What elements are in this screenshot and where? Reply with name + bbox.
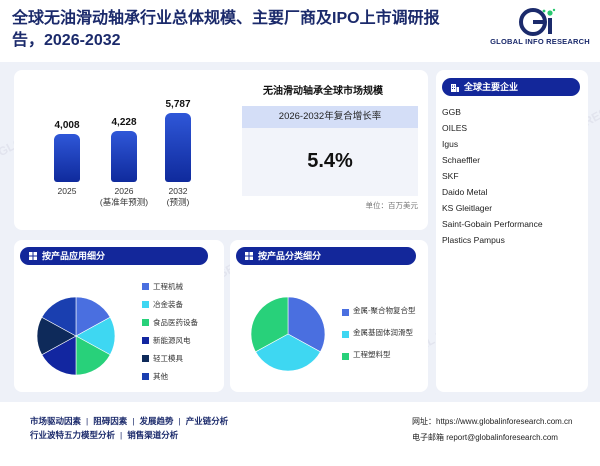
building-icon [451,84,459,92]
company-item: SKF [442,171,459,181]
pie-slice-0 [287,296,326,353]
company-logo: GLOBAL INFO RESEARCH [486,8,594,48]
product-type-legend: 金属-聚合物复合型 金属基固体润滑型 工程塑料型 [342,306,424,386]
footer-link[interactable]: 行业波特五力模型分析 [30,430,116,440]
bar-0 [54,133,80,182]
legend-label: 金属基固体润滑型 [353,328,413,337]
application-pie-chart [36,296,116,376]
legend-label: 工程塑料型 [353,350,391,359]
unit-label: 单位：百万美元 [365,201,419,210]
pie-slice-2 [250,296,289,353]
email-link[interactable]: 电子邮箱 report@globalinforesearch.com [412,433,558,442]
legend-swatch [342,331,349,338]
legend-label: 轻工模具 [153,354,183,363]
logo-text: GLOBAL INFO RESEARCH [490,37,590,46]
application-legend: 工程机械冶金装备食品医药设备 新能源风电轻工模具其他 [142,280,222,390]
footer-links: 市场驱动因素 | 阻碍因素 | 发展趋势 | 产业链分析 行业波特五力模型分析 | 销售渠道分析 [30,414,290,442]
grid-icon [245,252,253,260]
legend-label: 冶金装备 [153,300,183,309]
legend-label: 其他 [153,372,168,381]
legend-label: 金属-聚合物复合型 [353,306,416,315]
report-footer: 市场驱动因素 | 阻碍因素 | 发展趋势 | 产业链分析 行业波特五力模型分析 | 销售渠道分析… [0,404,600,466]
bar-category-label: 2032 (预测) [166,186,190,207]
legend-swatch [342,309,349,316]
application-header: 按产品应用细分 [20,247,208,265]
bar-1 [111,131,137,182]
gi-logo-icon [519,8,556,36]
application-title: 按产品应用细分 [42,251,106,261]
link-separator: | [120,430,123,440]
footer-link[interactable]: 发展趋势 [139,416,174,426]
legend-swatch [142,373,149,380]
footer-links-row: 市场驱动因素 | 阻碍因素 | 发展趋势 | 产业链分析 [30,414,290,428]
link-separator: | [86,416,89,426]
footer-link[interactable]: 市场驱动因素 [30,416,82,426]
product-type-card: 按产品分类细分 金属-聚合物复合型 金属基固体润滑型 工程塑料型 [230,240,428,392]
footer-link[interactable]: 产业链分析 [185,416,229,426]
pie-slice-0 [75,296,111,337]
product-type-pie-chart [250,296,326,372]
cagr-value: 5.4% [307,150,353,172]
legend-swatch [142,301,149,308]
link-separator: | [178,416,181,426]
legend-swatch [142,337,149,344]
bar-category-label: 2025 [57,186,77,196]
company-item: Daido Metal [442,187,488,197]
footer-link[interactable]: 阻碍因素 [93,416,128,426]
cagr-panel [242,128,418,196]
company-item: Plastics Pampus [442,235,505,245]
footer-links-row: 行业波特五力模型分析 | 销售渠道分析 [30,428,290,442]
footer-link[interactable]: 销售渠道分析 [127,430,179,440]
legend-swatch [342,353,349,360]
company-item: Saint-Gobain Performance [442,219,543,229]
pie-slice-5 [41,296,77,337]
legend-swatch [142,319,149,326]
legend-label: 工程机械 [153,282,183,291]
bar-value-label: 4,228 [111,117,137,129]
bar-category-label: 2026 (基准年预测) [99,186,149,207]
company-list: GGB OILES Igus Schaeffler SKF Daido Metal KS G… [442,104,543,248]
companies-card: 全球主要企业 GGB OILES Igus Schaeffler SKF Daido Me… [436,70,588,392]
legend-label: 新能源风电 [153,336,191,345]
product-type-title: 按产品分类细分 [258,251,322,261]
grid-icon [29,252,37,260]
companies-header: 全球主要企业 [442,78,580,96]
pie-slice-3 [41,335,77,376]
bar-2 [165,112,191,182]
report-header: 全球无油滑动轴承行业总体规模、主要厂商及IPO上市调研报告，2026-2032 … [0,0,600,60]
company-item: Schaeffler [442,155,481,165]
bar-value-label: 4,008 [54,119,80,131]
company-item: KS Gleitlager [442,203,493,213]
cagr-label: 2026-2032年复合增长率 [242,106,418,128]
company-item: OILES [442,123,468,133]
pie-slice-2 [75,335,111,376]
company-item: Igus [442,139,459,149]
contact-info: 网址：https://www.globalinforesearch.com.cn… [412,414,592,446]
bar-value-label: 5,787 [165,98,191,110]
legend-label: 食品医药设备 [153,318,198,327]
companies-title: 全球主要企业 [464,82,519,92]
application-card: 按产品应用细分 工程机械冶金装备食品医药设备 新能源风电轻工模具其他 [14,240,224,392]
link-separator: | [132,416,135,426]
product-type-header: 按产品分类细分 [236,247,416,265]
company-item: GGB [442,107,461,117]
website-link[interactable]: 网址：https://www.globalinforesearch.com.cn [412,417,573,426]
legend-swatch [142,355,149,362]
market-bar-chart: 4,008 2025 4,228 2026 (基准年预测) 5,787 2032 (预测) [14,70,224,230]
market-size-card: 4,008 2025 4,228 2026 (基准年预测) 5,787 2032 (预测) 无… [14,70,428,230]
market-title: 无油滑动轴承全球市场规模 [263,86,383,97]
legend-swatch [142,283,149,290]
page-title: 全球无油滑动轴承行业总体规模、主要厂商及IPO上市调研报告，2026-2032 [12,10,440,49]
